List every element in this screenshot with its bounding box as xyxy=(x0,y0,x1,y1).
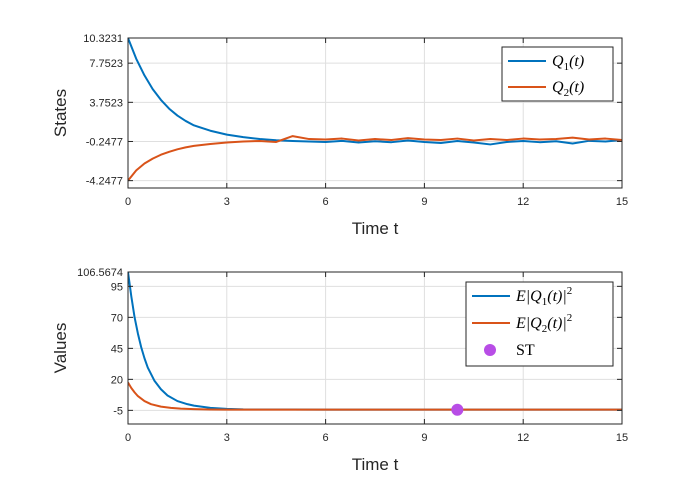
x-tick-label: 9 xyxy=(421,196,427,208)
x-axis-label: Time t xyxy=(352,219,399,238)
legend: Q1(t) Q2(t) xyxy=(501,46,614,102)
legend-item: ST xyxy=(484,342,535,359)
y-tick-label: -4.2477 xyxy=(86,176,123,188)
legend-item: E|Q2(t)|2 xyxy=(472,312,572,335)
legend-item: E|Q1(t)|2 xyxy=(472,285,572,308)
legend-label: E|Q2(t)|2 xyxy=(515,312,572,335)
legend-label: Q1(t) xyxy=(552,53,584,73)
chart-1: 0 3 6 9 12 15 -4.2477 -0.2477 3.7523 7.7523 10.323… xyxy=(51,33,628,238)
legend-label: Q2(t) xyxy=(552,79,584,99)
x-tick-label: 15 xyxy=(616,196,628,208)
y-tick-label: 45 xyxy=(111,343,123,355)
legend-box xyxy=(501,46,614,102)
x-tick-label: 15 xyxy=(616,432,628,444)
y-tick-label: 3.7523 xyxy=(89,97,123,109)
x-tick-label: 12 xyxy=(517,196,529,208)
x-tick-label: 12 xyxy=(517,432,529,444)
x-tick-label: 9 xyxy=(421,432,427,444)
legend: E|Q1(t)|2 E|Q2(t)|2 ST xyxy=(465,281,614,367)
series-marker-st xyxy=(451,403,464,416)
x-tick-label: 3 xyxy=(224,196,230,208)
y-axis-label: Values xyxy=(51,323,70,374)
x-tick-label: 6 xyxy=(323,432,329,444)
y-tick-label: 20 xyxy=(111,374,123,386)
y-tick-label: -0.2477 xyxy=(86,136,123,148)
x-tick-label: 3 xyxy=(224,432,230,444)
y-tick-label: 106.5674 xyxy=(77,267,123,279)
legend-label: ST xyxy=(516,342,535,359)
legend-item: Q2(t) xyxy=(508,79,584,99)
y-tick-label: 10.3231 xyxy=(83,33,123,45)
x-axis-label: Time t xyxy=(352,455,399,474)
chart-2: 0 3 6 9 12 15 -5 20 45 70 95 106.5674 Time t Values E|… xyxy=(51,267,628,474)
y-axis-label: States xyxy=(51,89,70,137)
y-tick-label: 95 xyxy=(111,281,123,293)
y-tick-label: 70 xyxy=(111,312,123,324)
legend-label: E|Q1(t)|2 xyxy=(515,285,572,308)
y-tick-label: 7.7523 xyxy=(89,58,123,70)
series-line-1 xyxy=(128,38,622,146)
axes-box xyxy=(127,37,623,189)
legend-marker-icon xyxy=(484,344,496,356)
series-line-2 xyxy=(128,135,622,182)
x-tick-label: 6 xyxy=(323,196,329,208)
x-tick-label: 0 xyxy=(125,432,131,444)
series-line-2 xyxy=(128,381,622,411)
x-tick-label: 0 xyxy=(125,196,131,208)
y-tick-label: -5 xyxy=(113,405,123,417)
legend-item: Q1(t) xyxy=(508,53,584,73)
